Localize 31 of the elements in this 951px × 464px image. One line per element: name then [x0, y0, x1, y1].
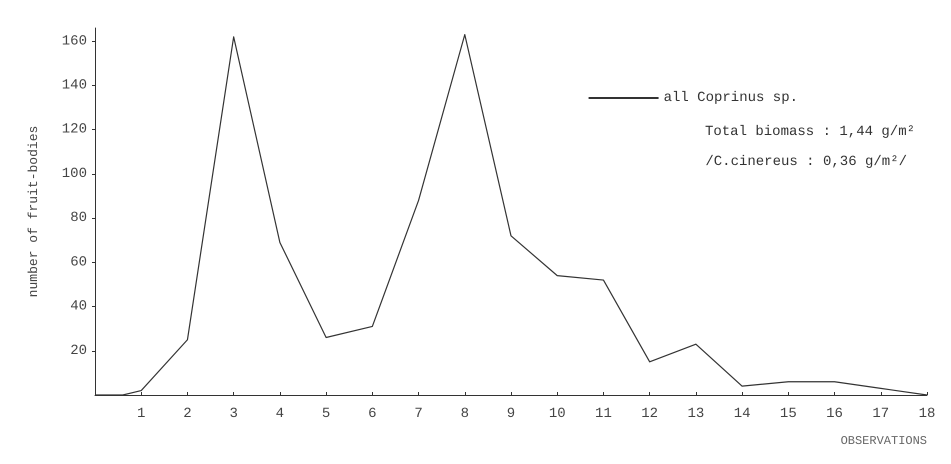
x-tick-label: 2: [183, 406, 192, 422]
x-tick-label: 8: [460, 406, 469, 422]
legend-label: all Coprinus sp.: [664, 90, 798, 106]
x-tick-label: 9: [506, 406, 516, 422]
x-tick-label: 6: [368, 406, 377, 422]
y-tick-label: 100: [62, 166, 87, 182]
y-tick-label: 20: [70, 342, 87, 359]
annotation: /C.cinereus : 0,36 g/m²/: [705, 154, 908, 170]
x-tick-label: 12: [641, 406, 658, 422]
x-tick-label: 7: [414, 406, 423, 422]
x-tick-label: 4: [276, 406, 284, 422]
x-axis-title: OBSERVATIONS: [840, 434, 927, 448]
x-tick-label: 15: [780, 406, 797, 422]
x-tick-label: 14: [734, 406, 751, 422]
y-tick-label: 40: [70, 298, 87, 315]
y-tick-label: 120: [62, 122, 87, 138]
x-tick-label: 10: [548, 406, 566, 422]
x-tick-label: 16: [826, 406, 843, 422]
x-tick-label: 5: [322, 406, 330, 422]
y-tick-label: 80: [70, 210, 87, 226]
y-axis-title: number of fruit-bodies: [26, 126, 41, 298]
x-tick-label: 11: [595, 406, 612, 422]
x-tick-label: 13: [687, 406, 704, 422]
x-tick-label: 3: [229, 406, 238, 422]
x-tick-label: 18: [918, 406, 936, 422]
x-tick-label: 1: [137, 406, 146, 422]
y-tick-label: 60: [70, 254, 87, 270]
y-tick-label: 140: [62, 77, 87, 94]
annotation: Total biomass : 1,44 g/m²: [704, 124, 916, 140]
y-tick-label: 160: [62, 33, 87, 50]
x-tick-label: 17: [872, 406, 890, 422]
